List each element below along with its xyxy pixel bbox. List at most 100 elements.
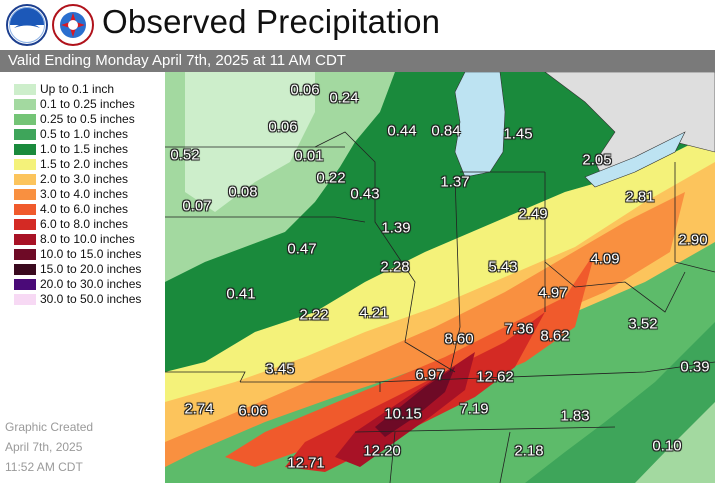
legend-item: 20.0 to 30.0 inches: [14, 277, 164, 292]
precip-amount-label: 0.06: [268, 118, 298, 136]
precip-amount-label: 8.62: [540, 327, 570, 345]
zone-red-orange: [225, 252, 595, 467]
precip-amount-label: 0.43: [350, 185, 380, 203]
legend-label: 10.0 to 15.0 inches: [40, 247, 142, 261]
legend-item: 2.0 to 3.0 inches: [14, 172, 164, 187]
lake-erie: [584, 131, 686, 188]
precip-amount-label: 2.28: [380, 258, 410, 276]
precip-amount-label: 1.45: [503, 125, 533, 143]
legend-swatch: [14, 114, 36, 125]
map-background: [165, 72, 715, 483]
nws-logo-icon: [52, 4, 94, 46]
precip-amount-label: 1.37: [440, 173, 470, 191]
legend-label: 15.0 to 20.0 inches: [40, 262, 142, 276]
precip-amount-label: 2.74: [184, 400, 214, 418]
valid-time-text: Valid Ending Monday April 7th, 2025 at 1…: [8, 52, 346, 69]
zone-light-orange: [165, 162, 715, 447]
precip-amount-label: 0.06: [290, 81, 320, 99]
legend-swatch: [14, 204, 36, 215]
legend-label: 8.0 to 10.0 inches: [40, 232, 135, 246]
legend-label: 2.0 to 3.0 inches: [40, 172, 129, 186]
precip-amount-label: 0.22: [316, 169, 346, 187]
precip-amount-label: 0.44: [387, 122, 417, 140]
legend-swatch: [14, 84, 36, 95]
legend-swatch: [14, 129, 36, 140]
precip-amount-label: 2.18: [514, 442, 544, 460]
legend-swatch: [14, 264, 36, 275]
legend-item: 4.0 to 6.0 inches: [14, 202, 164, 217]
legend-label: 1.0 to 1.5 inches: [40, 142, 129, 156]
legend-item: 1.5 to 2.0 inches: [14, 157, 164, 172]
legend-swatch: [14, 189, 36, 200]
legend-item: 0.1 to 0.25 inches: [14, 97, 164, 112]
precip-amount-label: 12.20: [363, 442, 401, 460]
precip-amount-label: 3.52: [628, 315, 658, 333]
legend-label: 1.5 to 2.0 inches: [40, 157, 129, 171]
precip-amount-label: 0.52: [170, 146, 200, 164]
legend-swatch: [14, 294, 36, 305]
legend-item: 3.0 to 4.0 inches: [14, 187, 164, 202]
zone-maroon: [375, 367, 455, 437]
legend-label: 0.5 to 1.0 inches: [40, 127, 129, 141]
legend-label: 0.25 to 0.5 inches: [40, 112, 135, 126]
graphic-credit: Graphic Created April 7th, 2025 11:52 AM…: [5, 420, 155, 480]
legend-swatch: [14, 219, 36, 230]
credit-line-2: April 7th, 2025: [5, 440, 83, 454]
noaa-logo-icon: [6, 4, 48, 46]
page-title: Observed Precipitation: [102, 3, 441, 40]
zone-se-green: [525, 322, 715, 483]
legend-item: 8.0 to 10.0 inches: [14, 232, 164, 247]
legend-swatch: [14, 249, 36, 260]
legend-swatch: [14, 159, 36, 170]
precip-amount-label: 0.84: [431, 122, 461, 140]
legend-swatch: [14, 99, 36, 110]
legend-item: 0.25 to 0.5 inches: [14, 112, 164, 127]
precip-amount-label: 1.39: [381, 219, 411, 237]
precip-amount-label: 2.90: [678, 231, 708, 249]
legend-swatch: [14, 174, 36, 185]
precip-amount-label: 0.47: [287, 240, 317, 258]
credit-line-1: Graphic Created: [5, 420, 94, 434]
precip-amount-label: 2.49: [518, 205, 548, 223]
legend-label: 0.1 to 0.25 inches: [40, 97, 135, 111]
legend-swatch: [14, 234, 36, 245]
legend-label: 30.0 to 50.0 inches: [40, 292, 142, 306]
precip-amount-label: 6.06: [238, 402, 268, 420]
legend-item: 15.0 to 20.0 inches: [14, 262, 164, 277]
precip-legend: Up to 0.1 inch 0.1 to 0.25 inches 0.25 to …: [14, 82, 164, 307]
precip-amount-label: 2.81: [625, 188, 655, 206]
precip-amount-label: 0.08: [228, 183, 258, 201]
valid-time-bar: Valid Ending Monday April 7th, 2025 at 1…: [0, 50, 715, 72]
lake-michigan: [454, 72, 506, 178]
precip-amount-label: 0.39: [680, 358, 710, 376]
legend-label: 3.0 to 4.0 inches: [40, 187, 129, 201]
precip-amount-label: 6.97: [415, 366, 445, 384]
zone-lightest-green: [185, 72, 315, 212]
precip-amount-label: 1.83: [560, 407, 590, 425]
legend-item: 1.0 to 1.5 inches: [14, 142, 164, 157]
legend-item: 10.0 to 15.0 inches: [14, 247, 164, 262]
legend-label: 4.0 to 6.0 inches: [40, 202, 129, 216]
precip-amount-label: 4.21: [359, 304, 389, 322]
precip-amount-label: 0.24: [329, 89, 359, 107]
precip-amount-label: 10.15: [384, 405, 422, 423]
legend-label: Up to 0.1 inch: [40, 82, 115, 96]
precip-amount-label: 0.01: [294, 147, 324, 165]
precip-amount-label: 7.19: [459, 400, 489, 418]
credit-line-3: 11:52 AM CDT: [5, 460, 83, 474]
zone-orange: [165, 192, 685, 467]
precip-amount-label: 0.10: [652, 437, 682, 455]
legend-label: 20.0 to 30.0 inches: [40, 277, 142, 291]
precip-amount-label: 12.71: [287, 454, 325, 472]
precip-amount-label: 2.22: [299, 306, 329, 324]
legend-item: 0.5 to 1.0 inches: [14, 127, 164, 142]
precip-amount-label: 2.05: [582, 151, 612, 169]
precip-amount-label: 0.41: [226, 285, 256, 303]
legend-item: Up to 0.1 inch: [14, 82, 164, 97]
legend-item: 6.0 to 8.0 inches: [14, 217, 164, 232]
precip-amount-label: 7.36: [504, 320, 534, 338]
header: Observed Precipitation: [0, 0, 715, 50]
zone-yellow: [165, 132, 715, 417]
precipitation-map: 0.06 0.24 0.06 0.44 0.84 1.45 0.52 0.01 2.05 0.22…: [165, 72, 715, 483]
precip-amount-label: 12.62: [476, 368, 514, 386]
